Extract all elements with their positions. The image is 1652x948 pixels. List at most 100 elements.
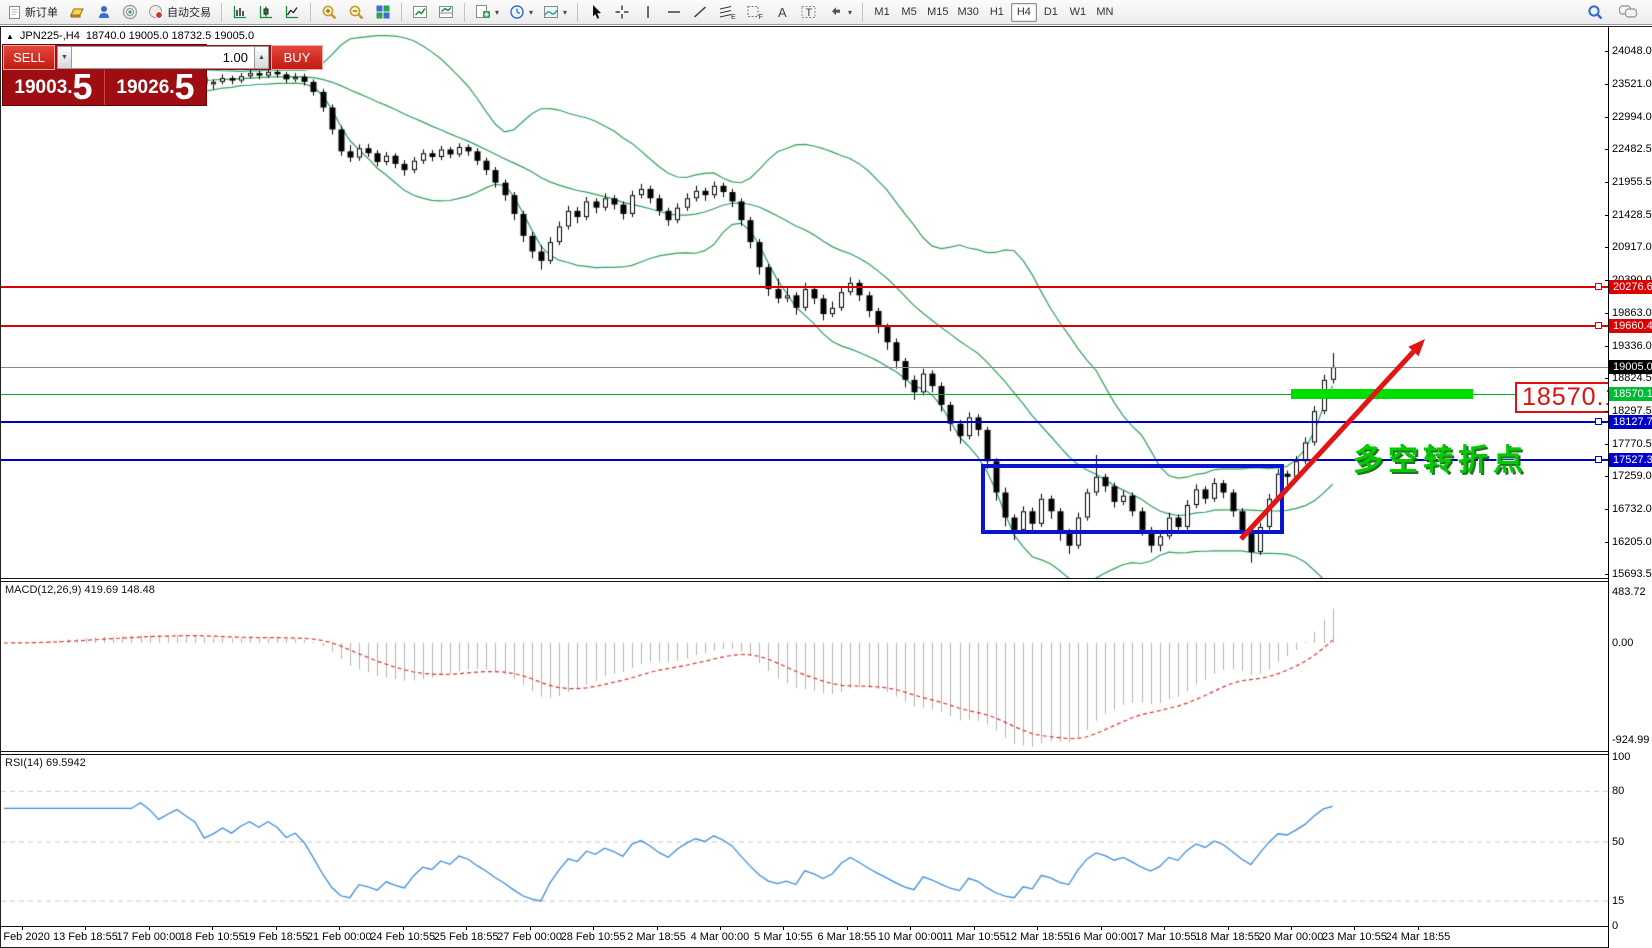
price-callout-label[interactable]: 18570.1 [1515,382,1627,413]
gold-bar-icon [68,4,86,20]
zoom-out-button[interactable] [344,2,369,23]
timeframe-m30[interactable]: M30 [957,6,979,18]
volume-down-button[interactable]: ▼ [57,46,72,69]
new-order-button[interactable]: 新订单 [4,2,62,23]
rsi-tick-label: 15 [1612,894,1625,907]
toolbar-separator [310,2,311,22]
chevron-down-icon: ▾ [563,7,568,17]
rsi-tick-label: 80 [1612,784,1625,797]
trendline-button[interactable] [688,2,712,23]
gold-bar-button[interactable] [64,2,90,23]
cursor-button[interactable] [584,2,608,23]
pane-separator[interactable] [1,581,1652,582]
grid-button[interactable]: F [742,2,768,23]
fibonacci-icon: E [718,4,736,20]
autotrade-button[interactable]: 自动交易 [144,2,215,23]
line-chart-button[interactable] [280,2,304,23]
timeframe-w1[interactable]: W1 [1069,6,1087,18]
time-tick-label: 6 Mar 18:55 [817,931,877,943]
horizontal-level-line[interactable] [1,286,1608,289]
price-tick-label: 19336.0 [1612,340,1652,353]
buy-price[interactable]: 19026. 5 [116,66,195,107]
community-icon [96,4,112,20]
shapes-button[interactable]: ▾ [824,2,856,23]
templates-button[interactable]: ▾ [539,2,571,23]
sell-button[interactable]: SELL [3,45,55,70]
time-tick-label: 28 Feb 10:55 [560,931,626,943]
time-tick-label: 24 Mar 18:55 [1385,931,1451,943]
volume-input[interactable] [72,46,254,69]
chat-button[interactable] [1614,2,1642,23]
line-anchor-marker[interactable] [1595,283,1602,291]
bullish-trend-arrow[interactable] [1231,331,1436,546]
macd-tick-label: -924.99 [1612,734,1650,747]
pane-separator[interactable] [1,754,1652,755]
horizontal-level-line[interactable] [1,420,1608,423]
turning-point-annotation[interactable]: 多空转折点 [1353,444,1528,477]
label-icon: T [800,4,818,20]
signal-icon [122,4,138,20]
horizontal-level-line[interactable] [1,393,1608,395]
text-button[interactable]: A [770,2,794,23]
time-tick-label: 27 Feb 00:00 [497,931,563,943]
timeframe-h1[interactable]: H1 [989,6,1004,18]
crosshair-button[interactable] [610,2,634,23]
candlestick-chart-button[interactable] [254,2,278,23]
vertical-line-button[interactable] [636,2,660,23]
toolbar-separator [464,2,465,22]
timeframe-m15[interactable]: M15 [927,6,949,18]
chevron-down-icon: ▾ [848,7,853,17]
support-level-band[interactable] [1291,389,1473,400]
horizontal-level-line[interactable] [1,366,1608,368]
new-chart-button[interactable]: ▾ [471,2,503,23]
line-anchor-marker[interactable] [1595,417,1602,425]
horizontal-level-line[interactable] [1,458,1608,461]
macd-pane-canvas[interactable] [1,581,1608,751]
time-tick-label: 10 Mar 00:00 [877,931,943,943]
time-tick-label: 13 Feb 18:55 [53,931,118,943]
bar-chart-button[interactable] [228,2,252,23]
chart-window: ▲ JPN225-,H4 18740.0 19005.0 18732.5 190… [0,26,1652,948]
community-button[interactable] [92,2,116,23]
horizontal-line-button[interactable] [662,2,686,23]
time-tick-label: 16 Mar 00:00 [1068,931,1134,943]
timeframe-m5[interactable]: M5 [901,6,917,18]
time-tick-label: 19 Feb 18:55 [243,931,309,943]
label-button[interactable]: T [796,2,822,23]
time-tick-label: 20 Mar 00:00 [1258,931,1324,943]
sell-price[interactable]: 19003. 5 [14,66,93,107]
price-axis[interactable]: 24048.0 23521.0 22994.0 22482.5 21955.5 21428… [1605,27,1652,948]
timeframe-d1[interactable]: D1 [1043,6,1058,18]
collapse-panel-icon[interactable]: ▲ [6,31,14,41]
zoom-in-button[interactable] [317,2,342,23]
price-tick-label: 22994.0 [1612,111,1652,124]
fibonacci-button[interactable]: E [714,2,740,23]
price-tick-label: 17770.5 [1612,438,1652,451]
timeframe-mn[interactable]: MN [1096,6,1114,18]
signal-button[interactable] [118,2,142,23]
period-button[interactable]: ▾ [505,2,537,23]
main-chart-canvas[interactable] [1,28,1608,578]
time-tick-label: 2 Feb 2020 [0,931,50,943]
rsi-pane-canvas[interactable] [1,754,1608,926]
indicator-window-button[interactable] [434,2,458,23]
buy-button[interactable]: BUY [271,45,323,70]
text-icon: A [775,4,789,20]
indicator-window-icon [438,4,454,20]
line-anchor-marker[interactable] [1595,455,1602,463]
pane-separator[interactable] [1,578,1652,579]
quote-header: ▲ JPN225-,H4 18740.0 19005.0 18732.5 190… [6,30,254,42]
horizontal-level-line[interactable] [1,324,1608,327]
search-button[interactable] [1583,2,1608,23]
indicators-button[interactable] [408,2,432,23]
line-anchor-marker[interactable] [1595,321,1602,329]
pane-separator[interactable] [1,751,1652,752]
consolidation-range-box[interactable] [981,464,1284,534]
timeframe-m1[interactable]: M1 [874,6,890,18]
timeframe-h4[interactable]: H4 [1010,2,1037,22]
tile-windows-button[interactable] [371,2,395,23]
volume-up-button[interactable]: ▲ [254,46,269,69]
new-order-icon [8,5,22,20]
